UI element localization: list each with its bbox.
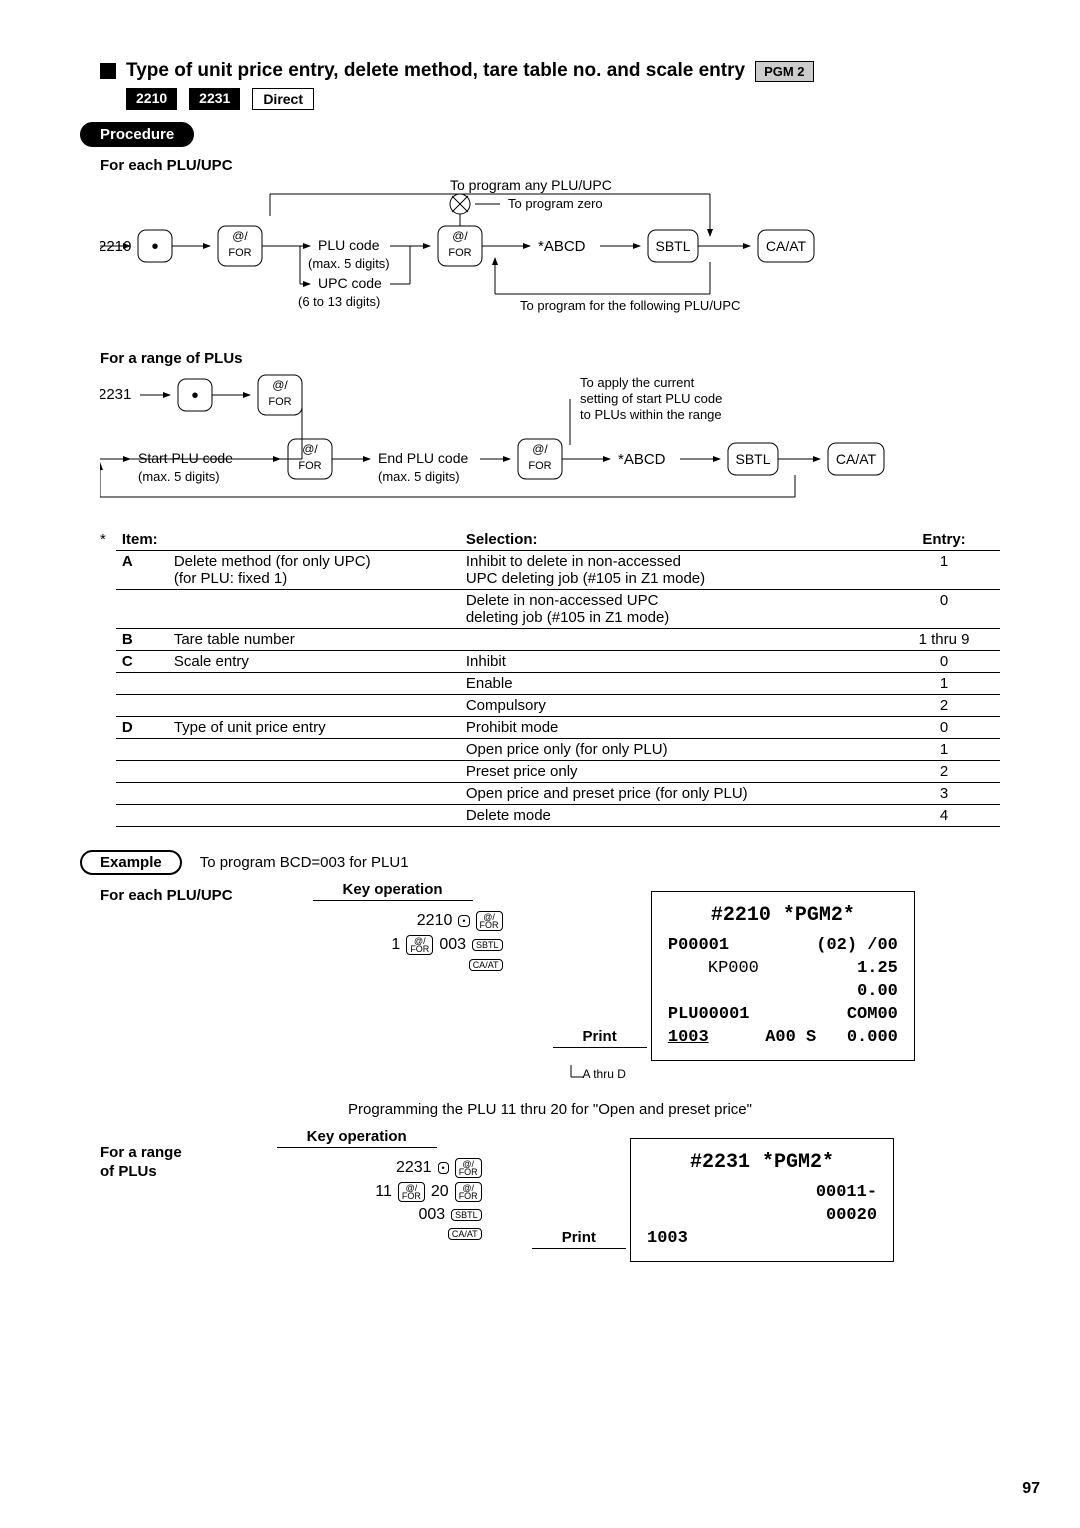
svg-text:To apply the current: To apply the current bbox=[580, 375, 695, 390]
table-row: Compulsory2 bbox=[116, 695, 1000, 717]
table-row: Preset price only2 bbox=[116, 761, 1000, 783]
for-range-label: For a range of PLUs bbox=[100, 350, 1000, 367]
svg-text:@/: @/ bbox=[272, 378, 288, 392]
flow-diagram-range: 2231 • @/ FOR Start PLU code (max. 5 dig… bbox=[100, 369, 940, 509]
caat-key: CA/AT bbox=[469, 959, 503, 971]
dot-key-2: • bbox=[438, 1162, 449, 1174]
keyop-header-1: Key operation bbox=[313, 881, 473, 901]
svg-text:End PLU code: End PLU code bbox=[378, 450, 468, 466]
k2-11: 11 bbox=[375, 1183, 392, 1201]
svg-text:(6 to 13 digits): (6 to 13 digits) bbox=[298, 294, 380, 309]
k1-003: 003 bbox=[439, 936, 466, 954]
table-row: DType of unit price entryProhibit mode0 bbox=[116, 717, 1000, 739]
k1-2210: 2210 bbox=[417, 912, 453, 930]
for-each-label: For each PLU/UPC bbox=[100, 157, 1000, 174]
for-key: @/FOR bbox=[476, 911, 503, 931]
params-table: Item: Selection: Entry: ADelete method (… bbox=[116, 529, 1000, 828]
for-each-label-2: For each PLU/UPC bbox=[100, 887, 233, 904]
svg-text:FOR: FOR bbox=[298, 460, 321, 472]
page-title: Type of unit price entry, delete method,… bbox=[126, 60, 745, 82]
procedure-pill: Procedure bbox=[80, 122, 194, 147]
badge-2210: 2210 bbox=[126, 88, 177, 110]
svg-text:*ABCD: *ABCD bbox=[618, 451, 666, 468]
for-key-5: @/FOR bbox=[455, 1182, 482, 1202]
svg-text:(max. 5 digits): (max. 5 digits) bbox=[378, 469, 460, 484]
svg-text:@/: @/ bbox=[232, 229, 248, 243]
mid-text: Programming the PLU 11 thru 20 for "Open… bbox=[100, 1101, 1000, 1118]
badge-pgm: PGM 2 bbox=[755, 61, 813, 82]
any-plu-label: To program any PLU/UPC bbox=[450, 177, 612, 193]
k1-1: 1 bbox=[391, 936, 400, 954]
example-pill: Example bbox=[80, 850, 182, 875]
th-sel: Selection: bbox=[460, 529, 888, 551]
svg-text:•: • bbox=[151, 236, 158, 258]
svg-text:FOR: FOR bbox=[268, 396, 291, 408]
table-row: CScale entryInhibit0 bbox=[116, 651, 1000, 673]
svg-text:To program zero: To program zero bbox=[508, 196, 603, 211]
table-row: Enable1 bbox=[116, 673, 1000, 695]
sbtl-key-2: SBTL bbox=[451, 1209, 482, 1221]
k2-2231: 2231 bbox=[396, 1159, 432, 1177]
th-entry: Entry: bbox=[888, 529, 1000, 551]
k2-003: 003 bbox=[418, 1206, 445, 1224]
svg-text:@/: @/ bbox=[532, 442, 548, 456]
svg-text:@/: @/ bbox=[452, 229, 468, 243]
caat-key-2: CA/AT bbox=[448, 1228, 482, 1240]
print-header-1: Print bbox=[553, 1028, 647, 1048]
table-row: ADelete method (for only UPC)(for PLU: f… bbox=[116, 551, 1000, 590]
svg-text:To program for the following P: To program for the following PLU/UPC bbox=[520, 298, 740, 313]
for-key-2: @/FOR bbox=[406, 935, 433, 955]
svg-text:(max. 5 digits): (max. 5 digits) bbox=[138, 469, 220, 484]
svg-text:to PLUs within the range: to PLUs within the range bbox=[580, 407, 722, 422]
svg-text:setting of start PLU code: setting of start PLU code bbox=[580, 391, 722, 406]
svg-text:•: • bbox=[191, 385, 198, 407]
svg-text:@/: @/ bbox=[302, 442, 318, 456]
table-row: Open price only (for only PLU)1 bbox=[116, 739, 1000, 761]
dot-key: • bbox=[458, 915, 469, 927]
svg-text:2210: 2210 bbox=[100, 238, 131, 255]
table-row: BTare table number1 thru 9 bbox=[116, 629, 1000, 651]
svg-text:CA/AT: CA/AT bbox=[836, 451, 877, 467]
svg-text:FOR: FOR bbox=[448, 247, 471, 259]
for-key-3: @/FOR bbox=[455, 1158, 482, 1178]
print-output-2: #2231 *PGM2* 00011- 00020 1003 bbox=[630, 1138, 894, 1262]
example-title: To program BCD=003 for PLU1 bbox=[200, 854, 409, 871]
badge-direct: Direct bbox=[252, 88, 314, 110]
print-header-2: Print bbox=[532, 1229, 626, 1249]
bullet-square-icon bbox=[100, 63, 116, 79]
svg-text:(max. 5 digits): (max. 5 digits) bbox=[308, 256, 390, 271]
svg-text:2231: 2231 bbox=[100, 386, 131, 403]
svg-text:FOR: FOR bbox=[528, 460, 551, 472]
sbtl-key: SBTL bbox=[472, 939, 503, 951]
svg-text:SBTL: SBTL bbox=[655, 238, 690, 254]
svg-text:Start PLU code: Start PLU code bbox=[138, 450, 233, 466]
flow-diagram-each: To program any PLU/UPC 2210 • @/ FOR PLU… bbox=[100, 176, 940, 336]
badge-2231: 2231 bbox=[189, 88, 240, 110]
title-row: Type of unit price entry, delete method,… bbox=[100, 60, 1000, 82]
page-number: 97 bbox=[1022, 1480, 1040, 1498]
keyop-header-2: Key operation bbox=[277, 1128, 437, 1148]
for-key-4: @/FOR bbox=[398, 1182, 425, 1202]
svg-text:CA/AT: CA/AT bbox=[766, 238, 807, 254]
table-row: Delete in non-accessed UPCdeleting job (… bbox=[116, 590, 1000, 629]
svg-text:SBTL: SBTL bbox=[735, 451, 770, 467]
svg-text:PLU code: PLU code bbox=[318, 237, 380, 253]
for-range-label-2a: For a range bbox=[100, 1144, 182, 1161]
for-range-label-2b: of PLUs bbox=[100, 1163, 182, 1180]
print-output-1: #2210 *PGM2* P00001(02) /00 KP0001.25 0.… bbox=[651, 891, 915, 1061]
code-badges: 2210 2231 Direct bbox=[126, 88, 1000, 110]
table-row: Open price and preset price (for only PL… bbox=[116, 783, 1000, 805]
k2-20: 20 bbox=[431, 1183, 449, 1201]
svg-text:UPC code: UPC code bbox=[318, 275, 382, 291]
table-row: Delete mode4 bbox=[116, 805, 1000, 827]
th-item: Item: bbox=[116, 529, 168, 551]
svg-text:*ABCD: *ABCD bbox=[538, 238, 586, 255]
svg-text:FOR: FOR bbox=[228, 247, 251, 259]
